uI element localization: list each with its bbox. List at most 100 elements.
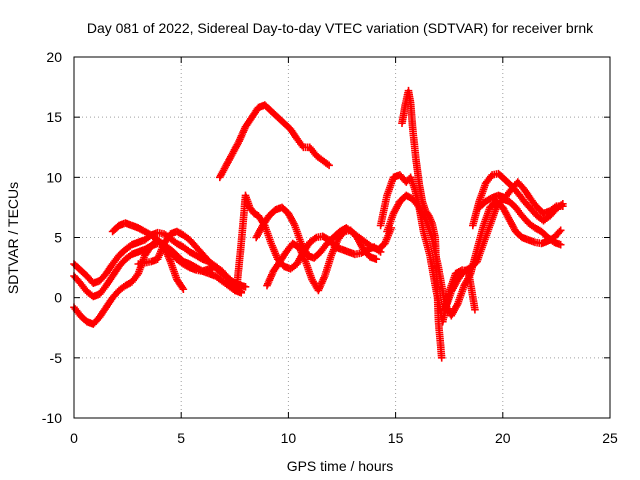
data-point bbox=[250, 209, 261, 219]
data-point bbox=[179, 231, 192, 243]
data-point bbox=[412, 155, 423, 186]
data-point bbox=[359, 245, 373, 260]
data-point bbox=[437, 354, 446, 362]
data-point bbox=[228, 139, 242, 158]
data-point bbox=[556, 226, 565, 235]
x-tick-label: 0 bbox=[70, 430, 78, 446]
data-point bbox=[89, 314, 103, 328]
data-point bbox=[514, 189, 527, 204]
data-point bbox=[108, 222, 122, 236]
data-point bbox=[173, 275, 187, 292]
data-point bbox=[471, 305, 479, 314]
data-point bbox=[466, 259, 480, 272]
data-point bbox=[284, 209, 298, 228]
data-point bbox=[511, 203, 525, 218]
data-point bbox=[550, 227, 564, 242]
data-point bbox=[539, 213, 553, 225]
data-point bbox=[288, 239, 302, 250]
data-point bbox=[218, 269, 231, 281]
data-point bbox=[211, 263, 225, 277]
data-point bbox=[286, 125, 300, 141]
data-point bbox=[192, 266, 205, 275]
data-point bbox=[258, 213, 272, 230]
data-point bbox=[481, 172, 495, 188]
data-point bbox=[248, 105, 262, 121]
data-point bbox=[505, 215, 519, 234]
data-point bbox=[95, 271, 109, 285]
data-point bbox=[327, 238, 341, 260]
data-point bbox=[494, 169, 508, 183]
data-point bbox=[83, 272, 96, 286]
data-point bbox=[447, 277, 461, 296]
data-point bbox=[147, 231, 160, 243]
x-tick-label: 5 bbox=[177, 430, 185, 446]
data-point bbox=[218, 277, 231, 289]
data-point bbox=[321, 253, 335, 280]
data-point bbox=[224, 274, 237, 286]
data-point bbox=[276, 249, 289, 266]
data-marks bbox=[70, 86, 567, 362]
data-point bbox=[531, 238, 543, 247]
data-point bbox=[141, 227, 154, 238]
y-tick-label: 0 bbox=[54, 290, 62, 306]
data-point bbox=[198, 250, 212, 264]
data-point bbox=[376, 193, 391, 230]
y-tick-label: -10 bbox=[42, 410, 62, 426]
data-point bbox=[121, 279, 135, 290]
x-tick-label: 15 bbox=[388, 430, 404, 446]
data-point bbox=[434, 263, 449, 306]
data-point bbox=[409, 125, 420, 161]
series-track-l bbox=[383, 191, 565, 320]
data-point bbox=[544, 233, 557, 245]
data-point bbox=[346, 226, 360, 240]
data-point bbox=[267, 107, 281, 120]
data-point bbox=[173, 227, 186, 238]
data-point bbox=[372, 255, 381, 263]
data-point bbox=[269, 259, 283, 275]
data-point bbox=[556, 240, 565, 249]
data-point bbox=[95, 305, 109, 321]
data-point bbox=[173, 255, 186, 267]
data-point bbox=[273, 113, 287, 126]
chart-title: Day 081 of 2022, Sidereal Day-to-day VTE… bbox=[87, 20, 594, 36]
data-point bbox=[179, 260, 192, 271]
data-point bbox=[121, 242, 135, 254]
data-point bbox=[312, 151, 325, 164]
data-point bbox=[286, 261, 300, 273]
data-point bbox=[460, 264, 473, 275]
data-point bbox=[518, 212, 531, 226]
data-point bbox=[447, 301, 461, 320]
data-point bbox=[428, 233, 442, 270]
data-point bbox=[108, 288, 122, 302]
data-point bbox=[102, 261, 116, 278]
data-point bbox=[481, 194, 495, 206]
data-point bbox=[434, 317, 446, 360]
data-point bbox=[475, 198, 489, 212]
data-point bbox=[233, 241, 245, 290]
data-point bbox=[559, 202, 567, 211]
data-point bbox=[295, 243, 309, 264]
data-point bbox=[179, 243, 192, 255]
data-point bbox=[520, 185, 534, 202]
x-tick-labels: 0 5 10 15 20 25 bbox=[70, 430, 618, 446]
data-point bbox=[280, 119, 294, 132]
data-point bbox=[252, 223, 266, 242]
data-point bbox=[121, 251, 135, 263]
data-point bbox=[531, 224, 544, 235]
data-point bbox=[102, 295, 116, 312]
data-point bbox=[409, 195, 422, 210]
data-point bbox=[546, 203, 559, 215]
data-point bbox=[318, 156, 332, 168]
data-point bbox=[351, 249, 363, 259]
data-point bbox=[312, 232, 325, 242]
data-point bbox=[95, 283, 109, 298]
data-point bbox=[267, 239, 281, 261]
data-point bbox=[141, 243, 154, 254]
data-point bbox=[421, 207, 432, 218]
data-point bbox=[278, 203, 291, 216]
axis-ticks bbox=[73, 56, 611, 419]
data-point bbox=[353, 233, 367, 252]
data-point bbox=[166, 248, 180, 262]
data-point bbox=[299, 143, 312, 152]
data-point bbox=[511, 227, 525, 241]
